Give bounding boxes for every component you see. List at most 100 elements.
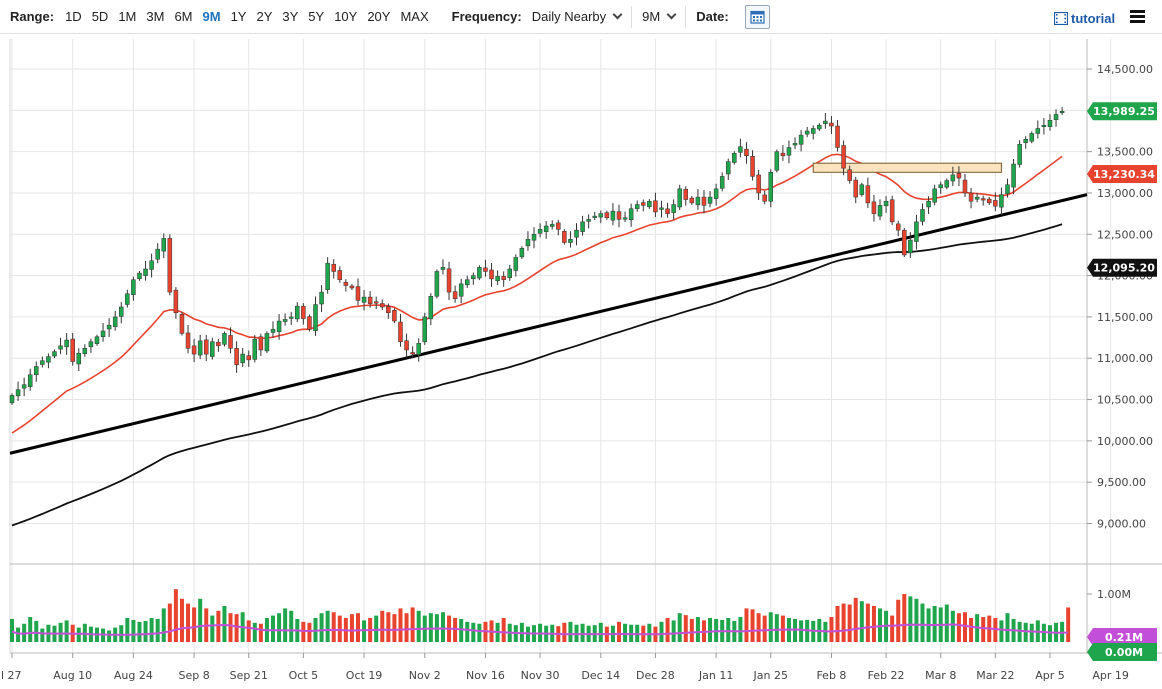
candle-body xyxy=(756,174,761,194)
tutorial-link[interactable]: tutorial xyxy=(1054,11,1115,26)
candle xyxy=(216,339,221,352)
range-button-6m[interactable]: 6M xyxy=(174,9,193,24)
candle xyxy=(258,333,264,356)
volume-bar xyxy=(398,608,403,642)
period-select[interactable]: 9M xyxy=(642,9,677,24)
range-button-3y[interactable]: 3Y xyxy=(282,9,299,24)
candle-body xyxy=(877,205,883,217)
x-tick-label: Mar 8 xyxy=(925,669,956,682)
resistance-zone xyxy=(812,162,1002,173)
candle-body xyxy=(337,270,343,280)
volume-bar xyxy=(689,618,694,642)
hamburger-menu-icon[interactable] xyxy=(1130,10,1145,23)
candle xyxy=(689,196,695,205)
film-icon xyxy=(1054,12,1068,25)
frequency-label: Frequency: xyxy=(451,9,522,24)
last-price-tag-value: 13,989.25 xyxy=(1093,105,1155,118)
price-chart: 14,500.0014,000.0013,500.0013,000.0012,5… xyxy=(1,39,1162,682)
candle xyxy=(744,142,749,164)
candle xyxy=(398,314,403,347)
volume-bar xyxy=(380,610,385,642)
candle-body xyxy=(713,188,719,199)
volume-tick-label: 1.00M xyxy=(1097,588,1131,601)
candle-body xyxy=(252,338,258,360)
candle xyxy=(106,318,112,337)
candle-body xyxy=(810,128,816,134)
x-tick-label: Aug 24 xyxy=(114,669,153,682)
candle-body xyxy=(622,217,628,220)
candle-body xyxy=(270,329,276,333)
candle-body xyxy=(616,211,622,220)
candle-body xyxy=(210,341,215,357)
range-button-5y[interactable]: 5Y xyxy=(308,9,325,24)
y-tick-label: 14,500.00 xyxy=(1097,63,1153,76)
volume-bar xyxy=(301,621,306,642)
candle xyxy=(556,219,561,236)
volume-bar xyxy=(161,608,166,642)
candle xyxy=(52,349,57,359)
candle-body xyxy=(598,213,604,218)
candle xyxy=(149,253,154,278)
volume-bar xyxy=(34,620,39,642)
candle xyxy=(507,264,512,281)
volume-bar xyxy=(859,601,864,642)
volume-bar xyxy=(149,618,154,642)
range-button-3m[interactable]: 3M xyxy=(146,9,165,24)
volume-bar xyxy=(349,614,354,642)
range-button-10y[interactable]: 10Y xyxy=(334,9,358,24)
candle xyxy=(938,181,943,194)
range-button-1m[interactable]: 1M xyxy=(118,9,137,24)
candle-body xyxy=(386,306,391,314)
candle-body xyxy=(21,384,27,389)
candle-body xyxy=(519,248,525,258)
candle xyxy=(1023,136,1028,149)
candle-body xyxy=(349,285,355,289)
frequency-select[interactable]: Daily Nearby xyxy=(531,9,623,24)
y-tick-label: 11,500.00 xyxy=(1097,311,1153,324)
volume-avg-tag-value: 0.00M xyxy=(1105,646,1143,659)
volume-bar xyxy=(562,622,567,642)
candle-body xyxy=(707,196,713,204)
candle-body xyxy=(1017,143,1022,165)
volume-bar xyxy=(477,623,482,642)
range-button-2y[interactable]: 2Y xyxy=(256,9,273,24)
candle xyxy=(920,203,925,226)
candle xyxy=(94,334,100,346)
y-tick-label: 12,500.00 xyxy=(1097,228,1153,241)
candle xyxy=(835,119,840,152)
range-button-9m[interactable]: 9M xyxy=(202,9,221,24)
candle xyxy=(471,272,476,285)
candle xyxy=(58,337,63,355)
range-button-5d[interactable]: 5D xyxy=(91,9,109,24)
candle-body xyxy=(987,198,992,204)
volume-bar xyxy=(246,620,251,642)
volume-bar xyxy=(914,598,919,642)
candle xyxy=(325,257,330,294)
range-button-1d[interactable]: 1D xyxy=(65,9,82,24)
x-tick-label: Apr 19 xyxy=(1092,669,1129,682)
volume-bar xyxy=(580,623,585,642)
candle-body xyxy=(404,340,409,351)
chevron-down-icon xyxy=(666,9,677,20)
candle-body xyxy=(197,340,203,356)
calendar-button[interactable] xyxy=(744,4,770,29)
range-button-1y[interactable]: 1Y xyxy=(230,9,247,24)
volume-bar xyxy=(756,613,761,642)
candle xyxy=(34,361,39,382)
candle xyxy=(404,333,409,358)
candle-body xyxy=(398,321,403,342)
candle-body xyxy=(513,257,519,271)
volume-bar xyxy=(289,610,294,642)
candle xyxy=(337,266,343,283)
candle xyxy=(386,303,391,319)
candle-body xyxy=(1023,138,1028,143)
range-button-max[interactable]: MAX xyxy=(400,9,429,24)
candle xyxy=(1005,178,1010,198)
candle xyxy=(659,200,664,218)
candle-body xyxy=(319,291,324,305)
candle xyxy=(604,210,610,220)
candle-body xyxy=(355,286,361,301)
frequency-value: Daily Nearby xyxy=(531,9,607,24)
range-button-20y[interactable]: 20Y xyxy=(367,9,391,24)
candle-body xyxy=(786,147,792,156)
